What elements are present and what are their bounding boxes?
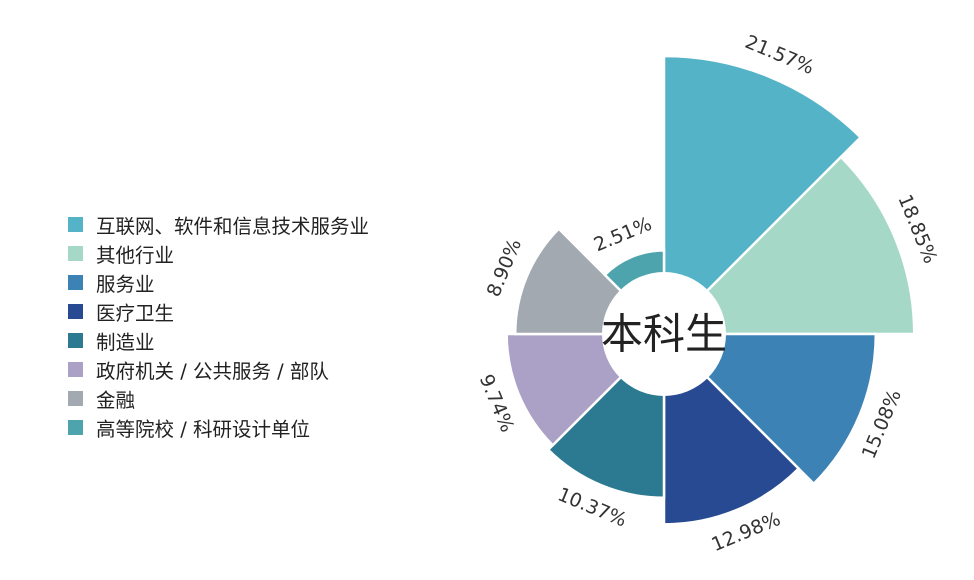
legend-label: 其他行业 <box>96 244 175 267</box>
legend-item: 制造业 <box>68 326 369 355</box>
legend-item: 医疗卫生 <box>68 297 369 326</box>
legend-label: 医疗卫生 <box>96 302 175 325</box>
center-hole <box>602 272 726 396</box>
legend-item: 金融 <box>68 384 369 413</box>
legend-label: 服务业 <box>96 273 155 296</box>
legend: 互联网、软件和信息技术服务业 其他行业服务业医疗卫生制造业政府机关 / 公共服务 … <box>68 210 369 442</box>
legend-swatch <box>68 362 83 377</box>
value-label: 9.74% <box>475 371 518 435</box>
center-label: 本科生 <box>601 310 727 359</box>
legend-swatch <box>68 333 83 348</box>
value-label: 2.51% <box>591 213 655 256</box>
legend-label: 互联网、软件和信息技术服务业 <box>96 215 370 238</box>
legend-swatch <box>68 391 83 406</box>
chart-sectors <box>505 54 916 526</box>
legend-label: 政府机关 / 公共服务 / 部队 <box>96 360 329 383</box>
legend-swatch <box>68 304 83 319</box>
legend-swatch <box>68 217 83 232</box>
legend-swatch <box>68 246 83 261</box>
legend-item: 互联网、软件和信息技术服务业 <box>68 210 369 239</box>
legend-item: 政府机关 / 公共服务 / 部队 <box>68 355 369 384</box>
legend-swatch <box>68 275 83 290</box>
legend-label: 金融 <box>96 389 136 412</box>
legend-label: 高等院校 / 科研设计单位 <box>96 418 310 441</box>
legend-item: 其他行业 <box>68 239 369 268</box>
legend-swatch <box>68 420 83 435</box>
value-label: 8.90% <box>483 236 526 300</box>
legend-label: 制造业 <box>96 331 155 354</box>
legend-item: 服务业 <box>68 268 369 297</box>
legend-item: 高等院校 / 科研设计单位 <box>68 413 369 442</box>
